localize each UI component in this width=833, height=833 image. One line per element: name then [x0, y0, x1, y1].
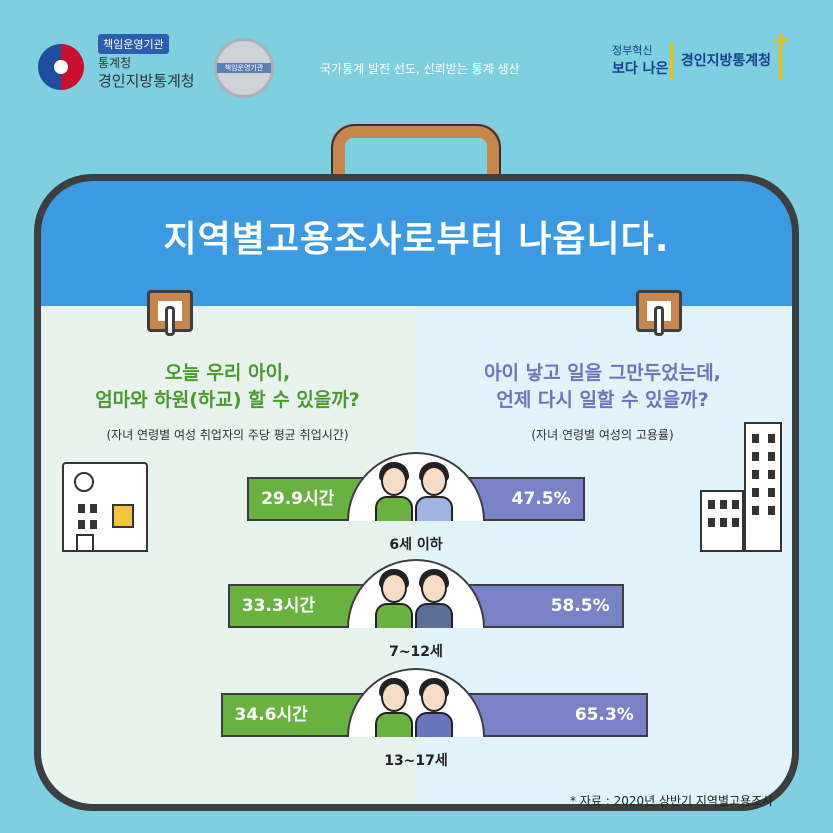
age-group-label-2: 13~17세 — [384, 753, 448, 769]
left-question-line1: 오늘 우리 아이, — [164, 362, 291, 384]
left-question-line2: 엄마와 하원(하교) 할 수 있을까? — [95, 389, 360, 411]
motto-text: 국가통계 발전 선도, 신뢰받는 통계 생산 — [320, 62, 520, 76]
right-question-line1: 아이 낳고 일을 그만두었는데, — [484, 362, 721, 384]
bar-employment-label-2: 65.3% — [574, 705, 634, 725]
plus-icon: + — [772, 28, 791, 53]
statistics-korea-emblem — [38, 44, 84, 90]
source-note: * 자료 : 2020년 상반기 지역별고용조사 — [570, 794, 774, 808]
org-name-main: 경인지방통계청 — [98, 72, 195, 90]
page-title: 지역별고용조사로부터 나옵니다. — [163, 219, 670, 260]
right-question-line2: 언제 다시 일할 수 있을까? — [496, 389, 709, 411]
bar-employment-label-1: 58.5% — [550, 596, 610, 616]
right-latch-pin — [654, 306, 664, 336]
bar-hours-label-2: 34.6시간 — [234, 705, 308, 725]
agency-badge: 책임운영기관 — [98, 34, 169, 54]
seal-label: 책임운영기관 — [217, 63, 271, 73]
gov-innovation-label: 정부혁신 — [612, 44, 653, 57]
bar-hours-label-1: 33.3시간 — [241, 596, 316, 616]
left-subtitle: (자녀 연령별 여성 취업자의 주당 평균 취업시간) — [106, 428, 349, 442]
right-latch — [636, 290, 682, 332]
bar-employment-label-0: 47.5% — [511, 489, 571, 509]
bar-hours-label-0: 29.9시간 — [261, 489, 335, 509]
age-group-label-0: 6세 이하 — [389, 537, 443, 553]
gov-slogan: 보다 나은 — [612, 61, 669, 77]
age-group-label-1: 7~12세 — [389, 644, 443, 660]
suitcase-lid — [41, 181, 792, 306]
gov-brand-logo: 경인지방통계청 — [670, 42, 782, 80]
agency-seal: 책임운영기관 — [214, 38, 274, 98]
left-question: 오늘 우리 아이, 엄마와 하원(하교) 할 수 있을까? — [55, 360, 400, 414]
school-building-icon — [62, 462, 148, 552]
office-building-icon — [700, 490, 744, 552]
org-name-top: 통계청 — [98, 56, 132, 70]
right-question: 아이 낳고 일을 그만두었는데, 언제 다시 일할 수 있을까? — [430, 360, 775, 414]
right-subtitle: (자녀 연령별 여성의 고용률) — [531, 428, 674, 442]
left-latch-pin — [165, 306, 175, 336]
office-tower-icon — [744, 422, 782, 552]
